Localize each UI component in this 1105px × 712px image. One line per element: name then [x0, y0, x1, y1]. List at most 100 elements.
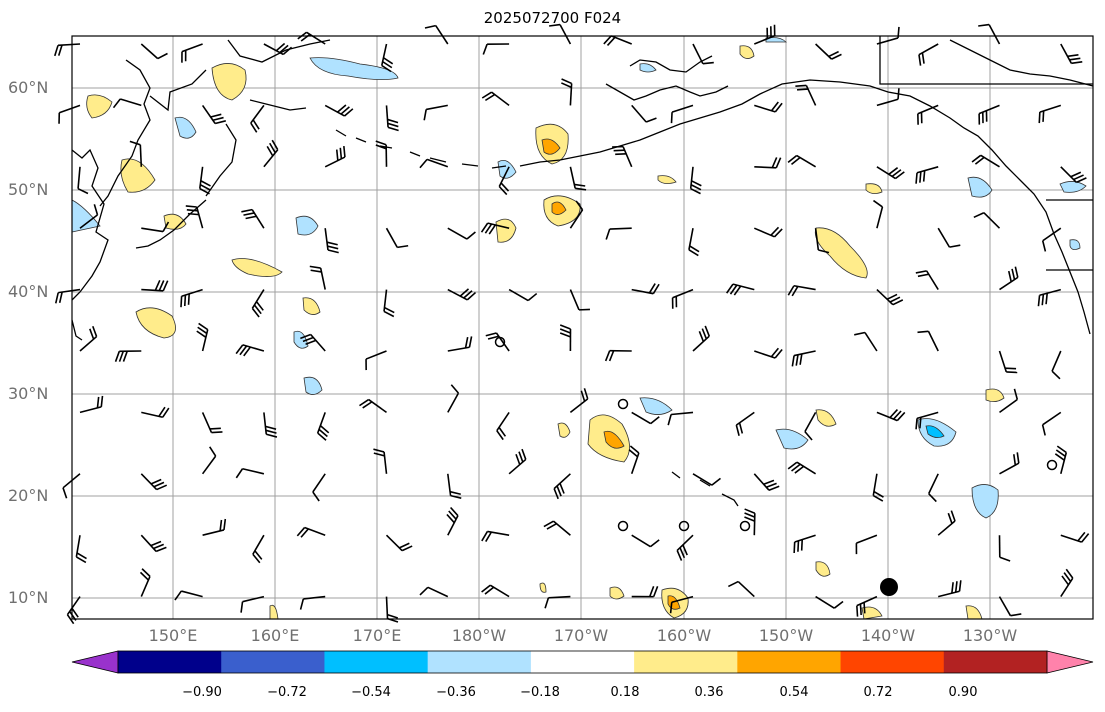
wind-barb-feather [1016, 452, 1020, 464]
wind-barb-staff [856, 534, 878, 544]
wind-barb-feather [156, 484, 168, 491]
wind-barb-feather [266, 145, 274, 157]
wind-barb-feather [200, 180, 211, 187]
wind-barb-feather [702, 61, 714, 65]
wind-barb-feather [498, 185, 508, 196]
colorbar-tick-label: −0.72 [267, 685, 307, 700]
wind-barb-feather [129, 140, 141, 146]
wind-barb-feather [583, 388, 589, 400]
wind-barb-feather [235, 344, 244, 355]
lon-label-180w: 180°W [451, 626, 507, 645]
wind-barb-staff [876, 206, 884, 229]
wind-barb-feather [559, 332, 571, 338]
wind-barb-staff [120, 98, 142, 107]
colorbar-tick-label: 0.36 [694, 685, 724, 700]
wind-barb-staff [365, 350, 387, 360]
wind-barb-feather [521, 448, 527, 460]
wind-barb-feather [387, 118, 399, 124]
wind-barb-feather [543, 520, 554, 528]
wind-barb-feather [219, 519, 223, 531]
wind-barb-feather [679, 547, 686, 559]
wind-barb-feather [954, 581, 958, 593]
wind-barb-feather [271, 139, 279, 151]
wind-barb-staff [447, 392, 460, 413]
wind-barb-feather [921, 52, 925, 64]
wind-barb-staff [303, 595, 326, 600]
wind-barb-feather [971, 154, 982, 163]
wind-barb-feather [1011, 268, 1016, 280]
wind-barb-feather [1065, 568, 1074, 579]
wind-barb-feather [1014, 266, 1019, 278]
wind-barb-feather [450, 384, 460, 394]
wind-barb-feather [893, 410, 902, 420]
wind-barb-feather [96, 396, 100, 408]
wind-barb-feather [774, 102, 783, 113]
wind-barb-feather [527, 292, 538, 302]
wind-barb-feather [1069, 57, 1081, 61]
lat-label-10n: 10°N [8, 588, 49, 607]
wind-barb-feather [787, 154, 798, 163]
wind-barb-feather [649, 539, 660, 548]
wind-barb-feather [652, 586, 659, 597]
wind-barb-staff [631, 104, 647, 123]
wind-barb-feather [498, 426, 507, 437]
wind-barb-feather [689, 245, 700, 253]
wind-barb-feather [424, 24, 436, 29]
wind-barb-feather [383, 57, 394, 65]
wind-barb-feather [375, 144, 387, 150]
wind-barb-feather [153, 543, 165, 550]
wind-barb-feather [574, 183, 586, 187]
wind-barb-feather [766, 482, 777, 489]
wind-barb-feather [1063, 572, 1072, 582]
wind-barb-feather [796, 88, 809, 91]
wind-barb-feather [77, 187, 89, 195]
wind-barb-feather [711, 477, 721, 486]
wind-barb-feather [448, 510, 457, 520]
wind-barb-feather [487, 335, 499, 340]
wind-barb-feather [485, 332, 497, 337]
wind-barb-staff [692, 473, 713, 486]
wind-barb-feather [399, 542, 410, 549]
wind-barb-feather [787, 285, 795, 296]
wind-barb-feather [768, 485, 780, 491]
wind-barb-feather [317, 432, 327, 441]
wind-barb-feather [787, 461, 798, 470]
coastline [71, 36, 1094, 507]
wind-barb-feather [1077, 531, 1086, 542]
wind-barb-staff [508, 288, 529, 302]
colorbar-cell [943, 651, 1048, 673]
wind-barb-feather [139, 571, 149, 581]
wind-barb-feather [791, 463, 801, 472]
lon-label-160w: 160°W [656, 626, 712, 645]
wind-barb-feather [449, 490, 461, 496]
wind-barb-feather [1061, 575, 1070, 586]
wind-barb-feather [974, 156, 985, 165]
wind-barb-feather [239, 345, 248, 356]
wind-barb-feather [250, 122, 258, 133]
wind-barb-feather [252, 553, 261, 564]
wind-barb-feather [186, 208, 198, 212]
wind-barb-feather [1013, 388, 1019, 400]
wind-barb-staff [447, 227, 468, 240]
wind-barb-feather [54, 45, 59, 57]
wind-barb-feather [744, 508, 756, 514]
wind-barb-feather [1007, 270, 1012, 282]
colorbar-cell [221, 651, 325, 673]
wind-barb-feather [775, 157, 782, 169]
wind-barb-feather [337, 104, 347, 113]
storm-position-marker [880, 578, 898, 596]
colorbar-cell [530, 651, 635, 673]
lat-label-60n: 60°N [8, 78, 49, 97]
wind-barb-staff [815, 595, 835, 609]
wind-barb-feather [738, 422, 744, 434]
wind-barb-feather [603, 35, 612, 45]
wind-barb-feather [886, 293, 898, 300]
wind-barb-feather [449, 506, 459, 517]
wind-barb-feather [652, 283, 660, 295]
wind-barb-feather [275, 42, 286, 52]
wind-barb-feather [66, 614, 75, 625]
wind-barb-feather [917, 330, 929, 334]
wind-barb-feather [744, 516, 755, 522]
wind-barb-feather [235, 468, 244, 479]
wind-barb-feather [856, 605, 859, 617]
